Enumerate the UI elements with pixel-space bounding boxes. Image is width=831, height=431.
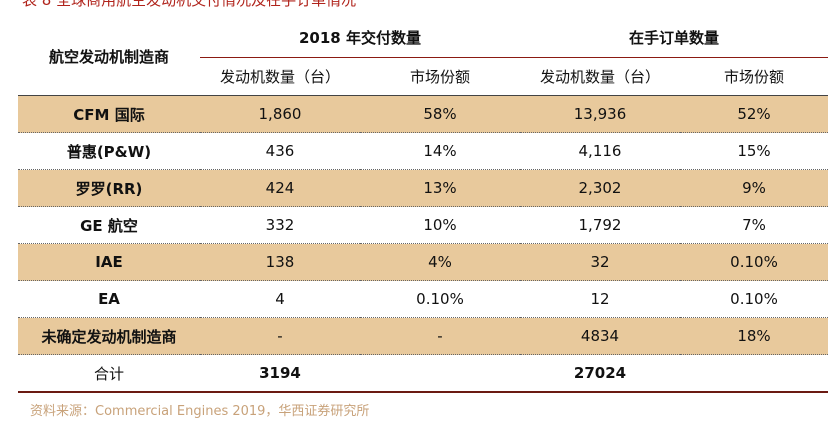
corner: 航空发动机制造商 [18,18,200,96]
cell: 14% [360,132,520,170]
row-label: 未确定发动机制造商 [18,317,200,355]
cell: 13,936 [520,95,680,133]
cell: 32 [520,243,680,281]
cell: 15% [680,132,828,170]
row-label: GE 航空 [18,206,200,244]
group-header: 在手订单数量 [520,18,828,58]
cell [360,354,520,393]
row: 普惠(P&W) 436 14% 4,116 15% [18,132,828,170]
cell: 0.10% [360,280,520,318]
cell: 7% [680,206,828,244]
title: 表 8 全球商用航空发动机交付情况及在手订单情况 [22,0,357,9]
cell: 12 [520,280,680,318]
row-label: IAE [18,243,200,281]
row: IAE 138 4% 32 0.10% [18,243,828,281]
cell: 52% [680,95,828,133]
row: 未确定发动机制造商 - -4834 18% [18,317,828,355]
row-label: 合计 [18,354,200,393]
cell [680,354,828,393]
cell: 424 [200,169,360,207]
cell: 3194 [200,354,360,393]
cell: 0.10% [680,280,828,318]
row: GE 航空 332 10% 1,792 7% [18,206,828,244]
cell: 4,116 [520,132,680,170]
cell: 4 [200,280,360,318]
cell: - [360,317,520,355]
cell: 1,792 [520,206,680,244]
row-label: 普惠(P&W) [18,132,200,170]
cell: 2,302 [520,169,680,207]
row: 罗罗(RR) 424 13% 2,302 9% [18,169,828,207]
cell: 0.10% [680,243,828,281]
subheader: 发动机数量（台） [520,57,680,96]
cell: 13% [360,169,520,207]
source: 资料来源：Commercial Engines 2019，华西证券研究所 [30,404,370,419]
row-label: CFM 国际 [18,95,200,133]
cell: 18% [680,317,828,355]
table: 航空发动机制造商 2018 年交付数量 在手订单数量 发动机数量（台） 市场份额… [18,18,828,393]
cell: 9% [680,169,828,207]
cell: 4% [360,243,520,281]
subheader: 市场份额 [360,57,520,96]
cell: 332 [200,206,360,244]
row: CFM 国际 1,860 58% 13,936 52% [18,95,828,133]
cell: 436 [200,132,360,170]
row: EA 4 0.10% 12 0.10% [18,280,828,318]
subheader: 发动机数量（台） [200,57,360,96]
cell: 1,860 [200,95,360,133]
row: 合计 3194 27024 [18,354,828,393]
cell: 10% [360,206,520,244]
row-label: 罗罗(RR) [18,169,200,207]
subheader: 市场份额 [680,57,828,96]
cell: 138 [200,243,360,281]
cell: 27024 [520,354,680,393]
row-label: EA [18,280,200,318]
group-header: 2018 年交付数量 [200,18,520,58]
cell: 4834 [520,317,680,355]
cell: - [200,317,360,355]
cell: 58% [360,95,520,133]
